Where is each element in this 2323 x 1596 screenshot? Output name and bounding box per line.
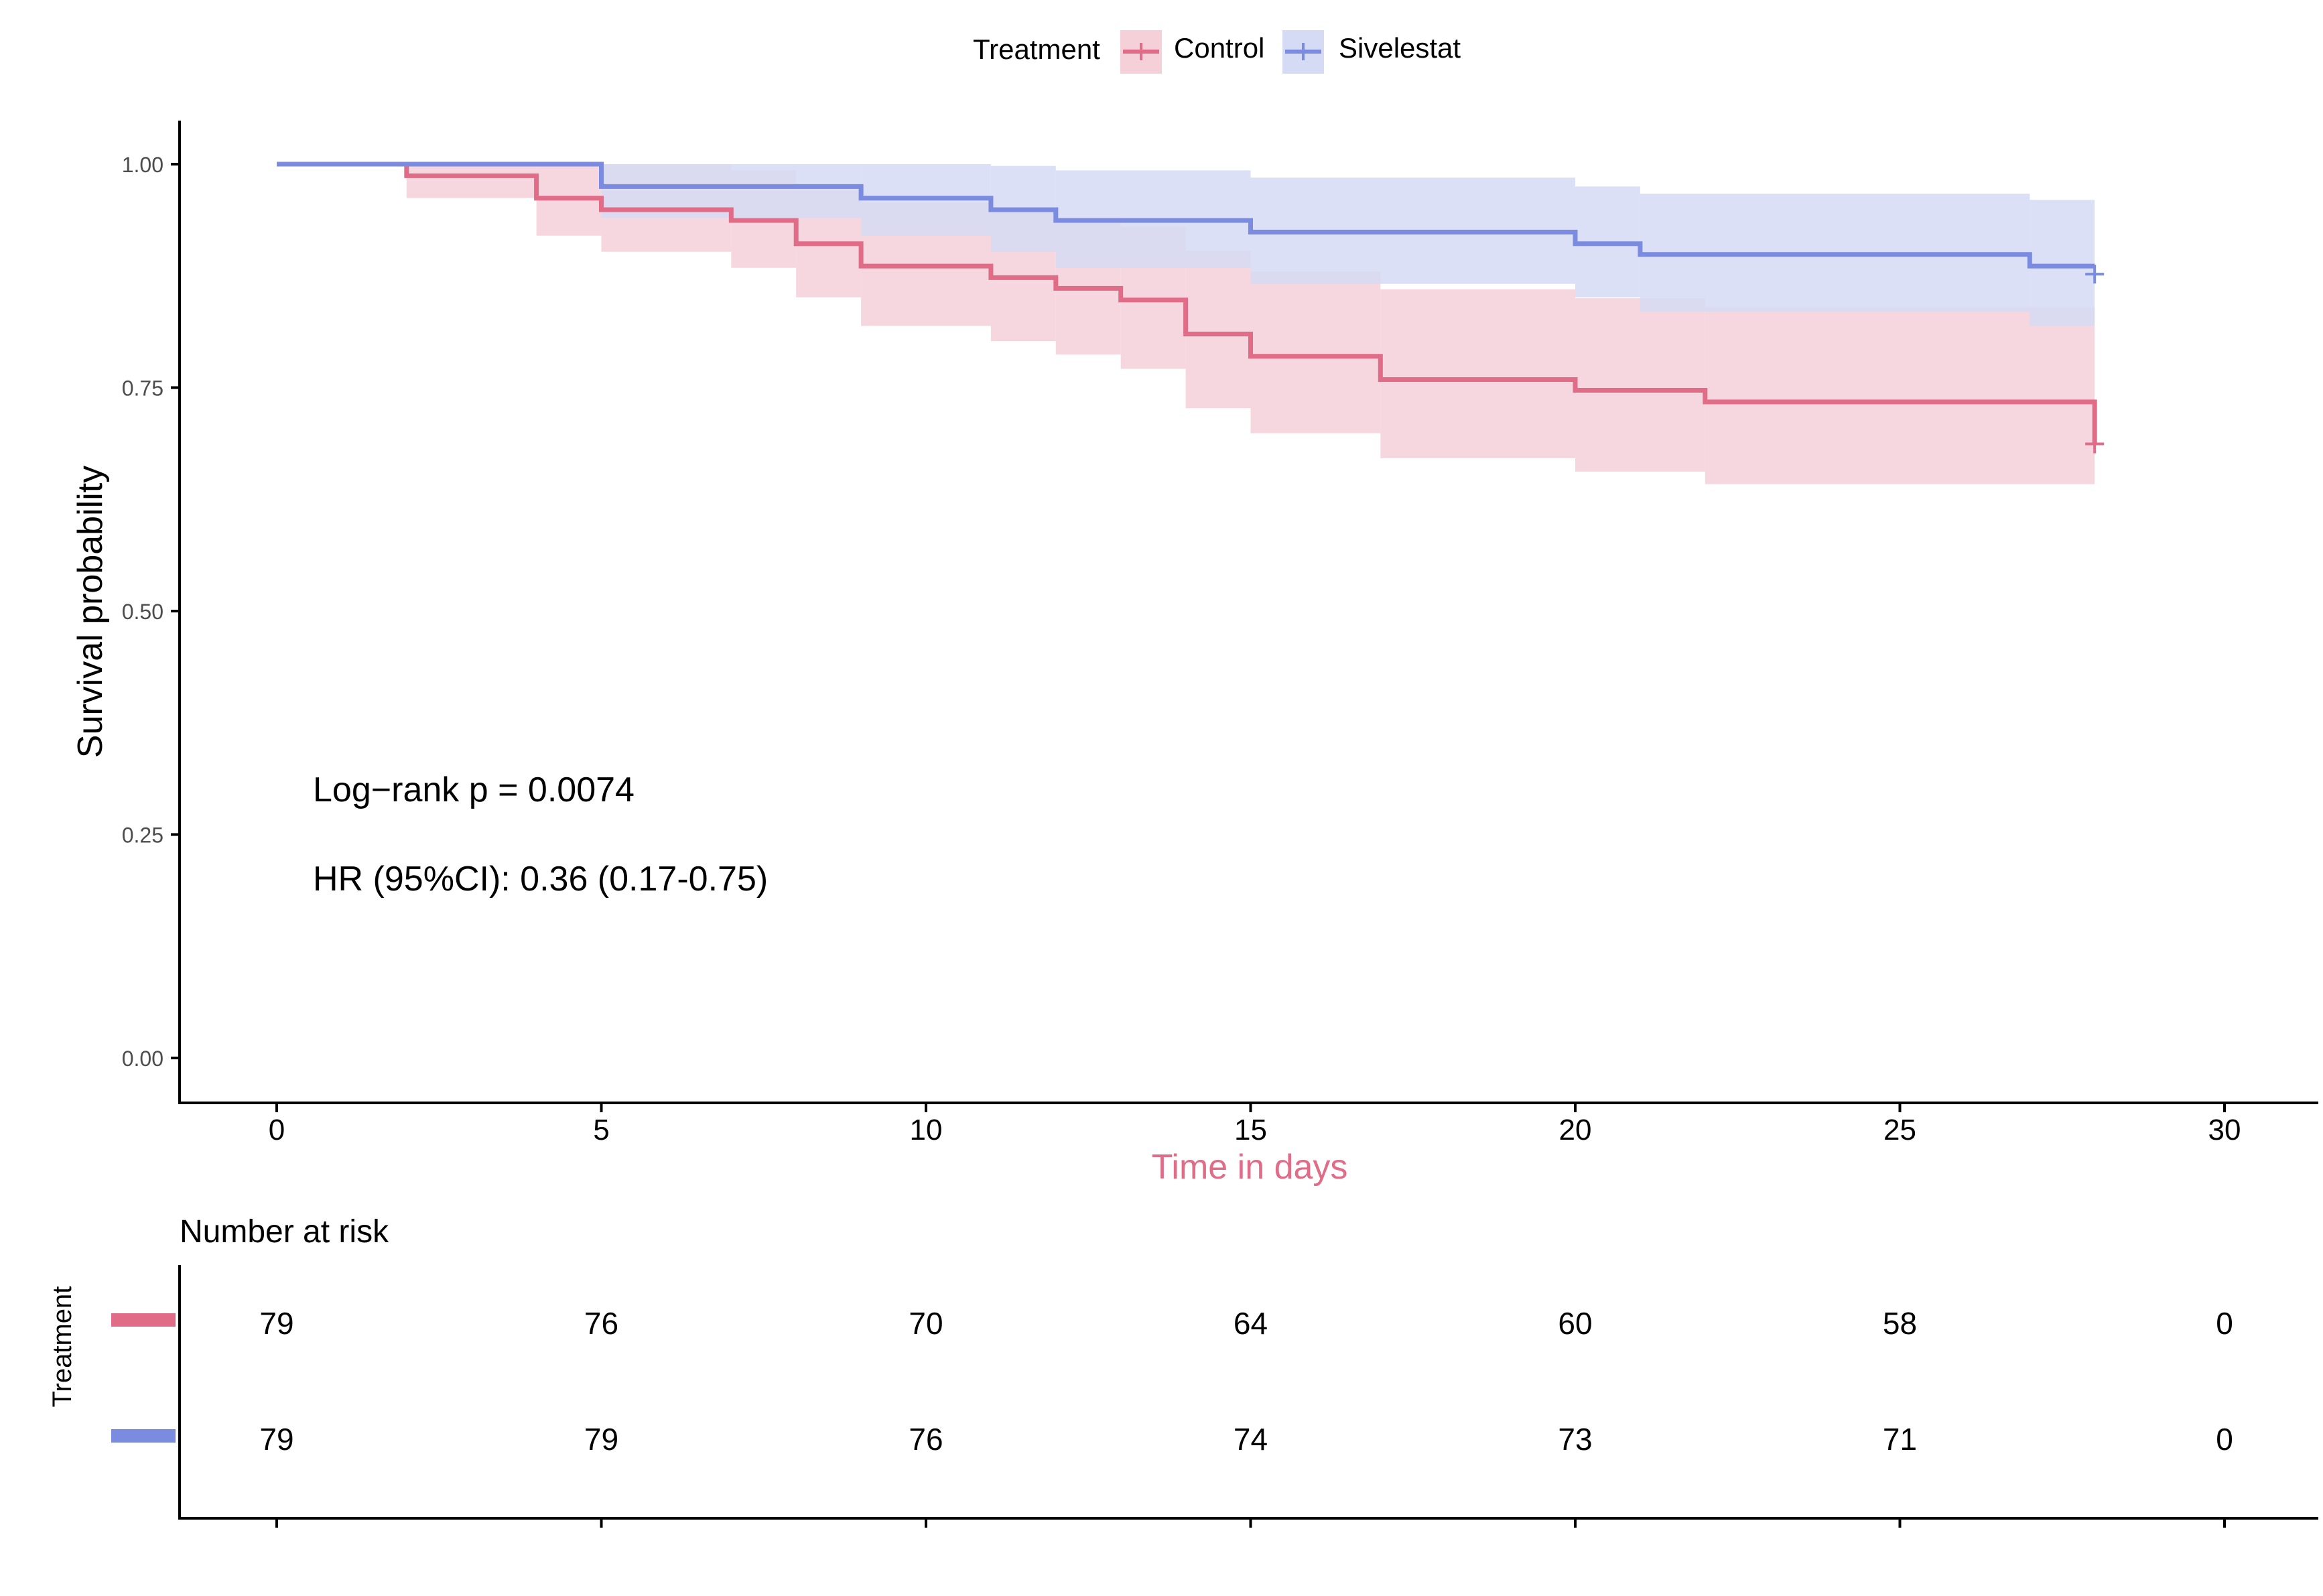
legend-label-sivelestat: Sivelestat [1339,32,1461,64]
risk-count-control: 0 [2216,1306,2233,1341]
legend-title: Treatment [973,34,1100,65]
risk-count-control: 70 [909,1306,943,1341]
logrank-annotation: Log−rank p = 0.0074 [313,771,635,809]
risk-count-sivelestat: 73 [1558,1422,1592,1457]
risk-table-title: Number at risk [180,1214,389,1250]
x-ticks: 0 5 10 15 20 25 30 [269,1103,2241,1146]
y-tick-label: 0.00 [122,1047,163,1071]
x-axis-label: Time in days [1152,1148,1348,1187]
y-tick-label: 0.75 [122,377,163,401]
ci-band-control [1575,298,1705,472]
x-tick-label: 10 [910,1114,943,1146]
y-ticks: 0.00 0.25 0.50 0.75 1.00 [122,153,180,1071]
risk-count-control: 76 [584,1306,618,1341]
risk-count-sivelestat: 76 [909,1422,943,1457]
risk-count-control: 64 [1234,1306,1268,1341]
legend: Treatment Control Sivelestat [973,30,1461,74]
censor-mark-control [2085,434,2105,454]
ci-band-control [406,164,537,198]
risk-count-sivelestat: 79 [259,1422,293,1457]
hr-annotation: HR (95%CI): 0.36 (0.17-0.75) [313,860,768,899]
survival-line-sivelestat [277,161,2095,269]
y-tick-label: 0.25 [122,823,163,848]
ci-band-control [1250,271,1381,434]
y-axis-label: Survival probability [71,466,110,758]
risk-table: Number at risk Treatment 79 76 70 64 60 58 079… [48,1214,2318,1528]
risk-row-key-control [111,1313,176,1327]
risk-count-sivelestat: 74 [1234,1422,1268,1457]
ci-band-control [1705,307,2095,484]
risk-table-y-label: Treatment [48,1286,77,1408]
x-tick-label: 15 [1234,1114,1267,1146]
survival-curves [277,161,2097,444]
ci-band-sivelestat [2030,200,2095,326]
risk-count-sivelestat: 71 [1883,1422,1917,1457]
y-tick-label: 1.00 [122,153,163,177]
censor-mark-sivelestat [2085,265,2105,284]
risk-count-sivelestat: 79 [584,1422,618,1457]
x-tick-label: 5 [593,1114,609,1146]
risk-count-sivelestat: 0 [2216,1422,2233,1457]
x-tick-label: 0 [269,1114,285,1146]
legend-key-control [1120,30,1162,74]
x-tick-label: 20 [1559,1114,1592,1146]
x-tick-label: 30 [2208,1114,2241,1146]
risk-count-control: 60 [1558,1306,1592,1341]
ci-band-control [1380,289,1575,458]
y-tick-label: 0.50 [122,600,163,624]
risk-count-control: 79 [259,1306,293,1341]
censor-marks [2085,265,2105,454]
risk-row-key-sivelestat [111,1429,176,1443]
confidence-bands [406,164,2095,484]
risk-rows: 79 76 70 64 60 58 0 79 79 76 74 73 71 0 [111,1306,2233,1528]
legend-label-control: Control [1174,32,1264,64]
ci-band-control [1185,251,1251,409]
x-tick-label: 25 [1883,1114,1916,1146]
risk-count-control: 58 [1883,1306,1917,1341]
legend-key-sivelestat [1282,30,1324,74]
survival-line-control [277,161,2097,444]
